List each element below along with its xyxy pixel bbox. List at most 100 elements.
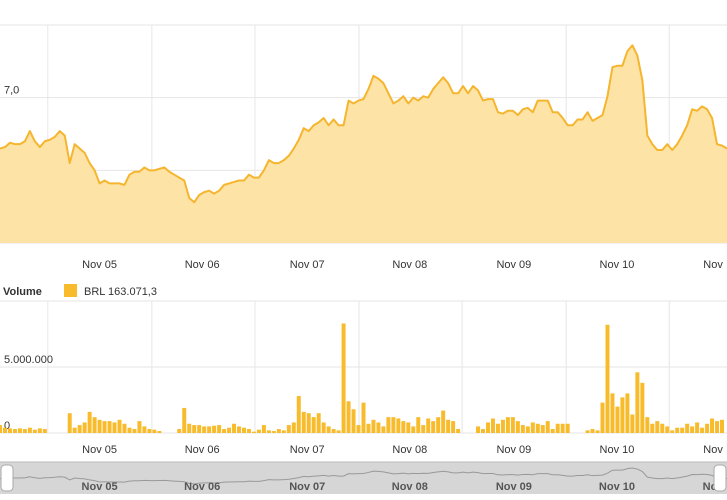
volume-bar — [122, 423, 127, 433]
volume-bar — [217, 425, 222, 433]
volume-bar — [495, 423, 500, 433]
volume-bar — [102, 421, 107, 433]
volume-bar — [451, 421, 456, 433]
volume-bar — [406, 422, 411, 433]
volume-bar — [276, 429, 281, 433]
volume-bar — [182, 407, 187, 433]
volume-bar — [361, 402, 366, 433]
volume-bar — [645, 417, 650, 433]
volume-bar — [137, 421, 142, 433]
volume-bar — [12, 429, 17, 433]
volume-bar — [177, 429, 182, 433]
volume-bar — [446, 419, 451, 433]
volume-bar — [505, 417, 510, 433]
volume-bar — [530, 422, 535, 433]
volume-bar — [595, 430, 600, 433]
volume-bar — [386, 417, 391, 433]
volume-bar — [545, 421, 550, 433]
volume-bar — [705, 423, 710, 433]
volume-bar — [232, 423, 237, 433]
volume-bar — [540, 425, 545, 433]
volume-bar — [376, 422, 381, 433]
volume-bar — [585, 430, 590, 433]
volume-bar — [316, 413, 321, 433]
volume-bar — [490, 418, 495, 433]
volume-bar — [351, 409, 356, 433]
volume-bar — [32, 429, 37, 433]
volume-bar — [291, 422, 296, 433]
x-tick-label: Nov 08 — [392, 259, 427, 271]
navigator-label: Nov 09 — [496, 481, 532, 493]
x-tick-label: Nov 07 — [290, 444, 325, 456]
volume-bar — [630, 414, 635, 433]
navigator-line — [0, 467, 727, 485]
volume-bar — [476, 426, 481, 433]
volume-bar — [525, 426, 530, 433]
legend-label[interactable]: BRL 163.071,3 — [84, 286, 157, 298]
volume-bar — [635, 372, 640, 433]
volume-bar — [371, 419, 376, 433]
volume-bar — [485, 422, 490, 433]
volume-bar — [605, 324, 610, 433]
volume-bar — [261, 425, 266, 433]
volume-bar — [336, 430, 341, 433]
volume-bar — [17, 428, 22, 433]
y-tick-label: 5.000.000 — [4, 354, 53, 366]
volume-bar — [640, 382, 645, 433]
volume-bar — [391, 417, 396, 433]
volume-bar — [680, 427, 685, 433]
volume-bar — [207, 426, 212, 433]
volume-bar — [695, 422, 700, 433]
x-tick-label: Nov 09 — [496, 444, 531, 456]
volume-bar — [2, 427, 7, 433]
navigator-label: Nov 07 — [289, 481, 325, 493]
x-tick-label: Nov 07 — [290, 259, 325, 271]
area — [0, 45, 727, 243]
volume-bar — [685, 423, 690, 433]
volume-bar — [147, 429, 152, 433]
volume-bar — [222, 429, 227, 433]
volume-bar — [187, 423, 192, 433]
volume-bar — [326, 426, 331, 433]
line — [0, 44, 727, 204]
volume-bar — [481, 429, 485, 433]
volume-bar — [142, 426, 147, 433]
navigator-handle-right[interactable] — [713, 464, 727, 492]
volume-bar — [710, 418, 715, 433]
volume-bar — [426, 418, 431, 433]
volume-bar — [301, 411, 306, 433]
volume-bar — [620, 397, 625, 433]
volume-title: Volume — [3, 286, 42, 298]
volume-bar — [256, 429, 261, 433]
volume-bar — [157, 431, 162, 433]
volume-bar — [421, 425, 426, 433]
volume-bar — [72, 427, 77, 433]
navigator-handle-left[interactable] — [0, 464, 14, 492]
volume-bar — [117, 419, 122, 433]
volume-bar — [107, 421, 112, 433]
volume-bar — [246, 429, 251, 433]
volume-bar — [311, 417, 316, 433]
volume-bar — [271, 431, 276, 433]
volume-bar — [381, 426, 386, 433]
volume-bar — [67, 413, 72, 433]
volume-bar — [127, 427, 132, 433]
legend-swatch[interactable] — [64, 284, 77, 297]
volume-bar — [7, 428, 12, 433]
volume-bar — [650, 423, 655, 433]
volume-bar — [237, 426, 242, 433]
volume-bar — [675, 427, 680, 433]
volume-bar — [286, 425, 291, 433]
navigator-label: Nov 05 — [82, 481, 118, 493]
volume-bar — [441, 410, 446, 433]
volume-bar — [550, 429, 555, 433]
volume-bar — [510, 417, 515, 433]
volume-bar — [431, 421, 436, 433]
x-tick-label: Nov 05 — [82, 259, 117, 271]
volume-bar — [42, 429, 47, 433]
volume-bar — [242, 427, 246, 433]
navigator-label: Nov 08 — [392, 481, 428, 493]
volume-bar — [192, 425, 197, 433]
volume-bar — [555, 423, 560, 433]
